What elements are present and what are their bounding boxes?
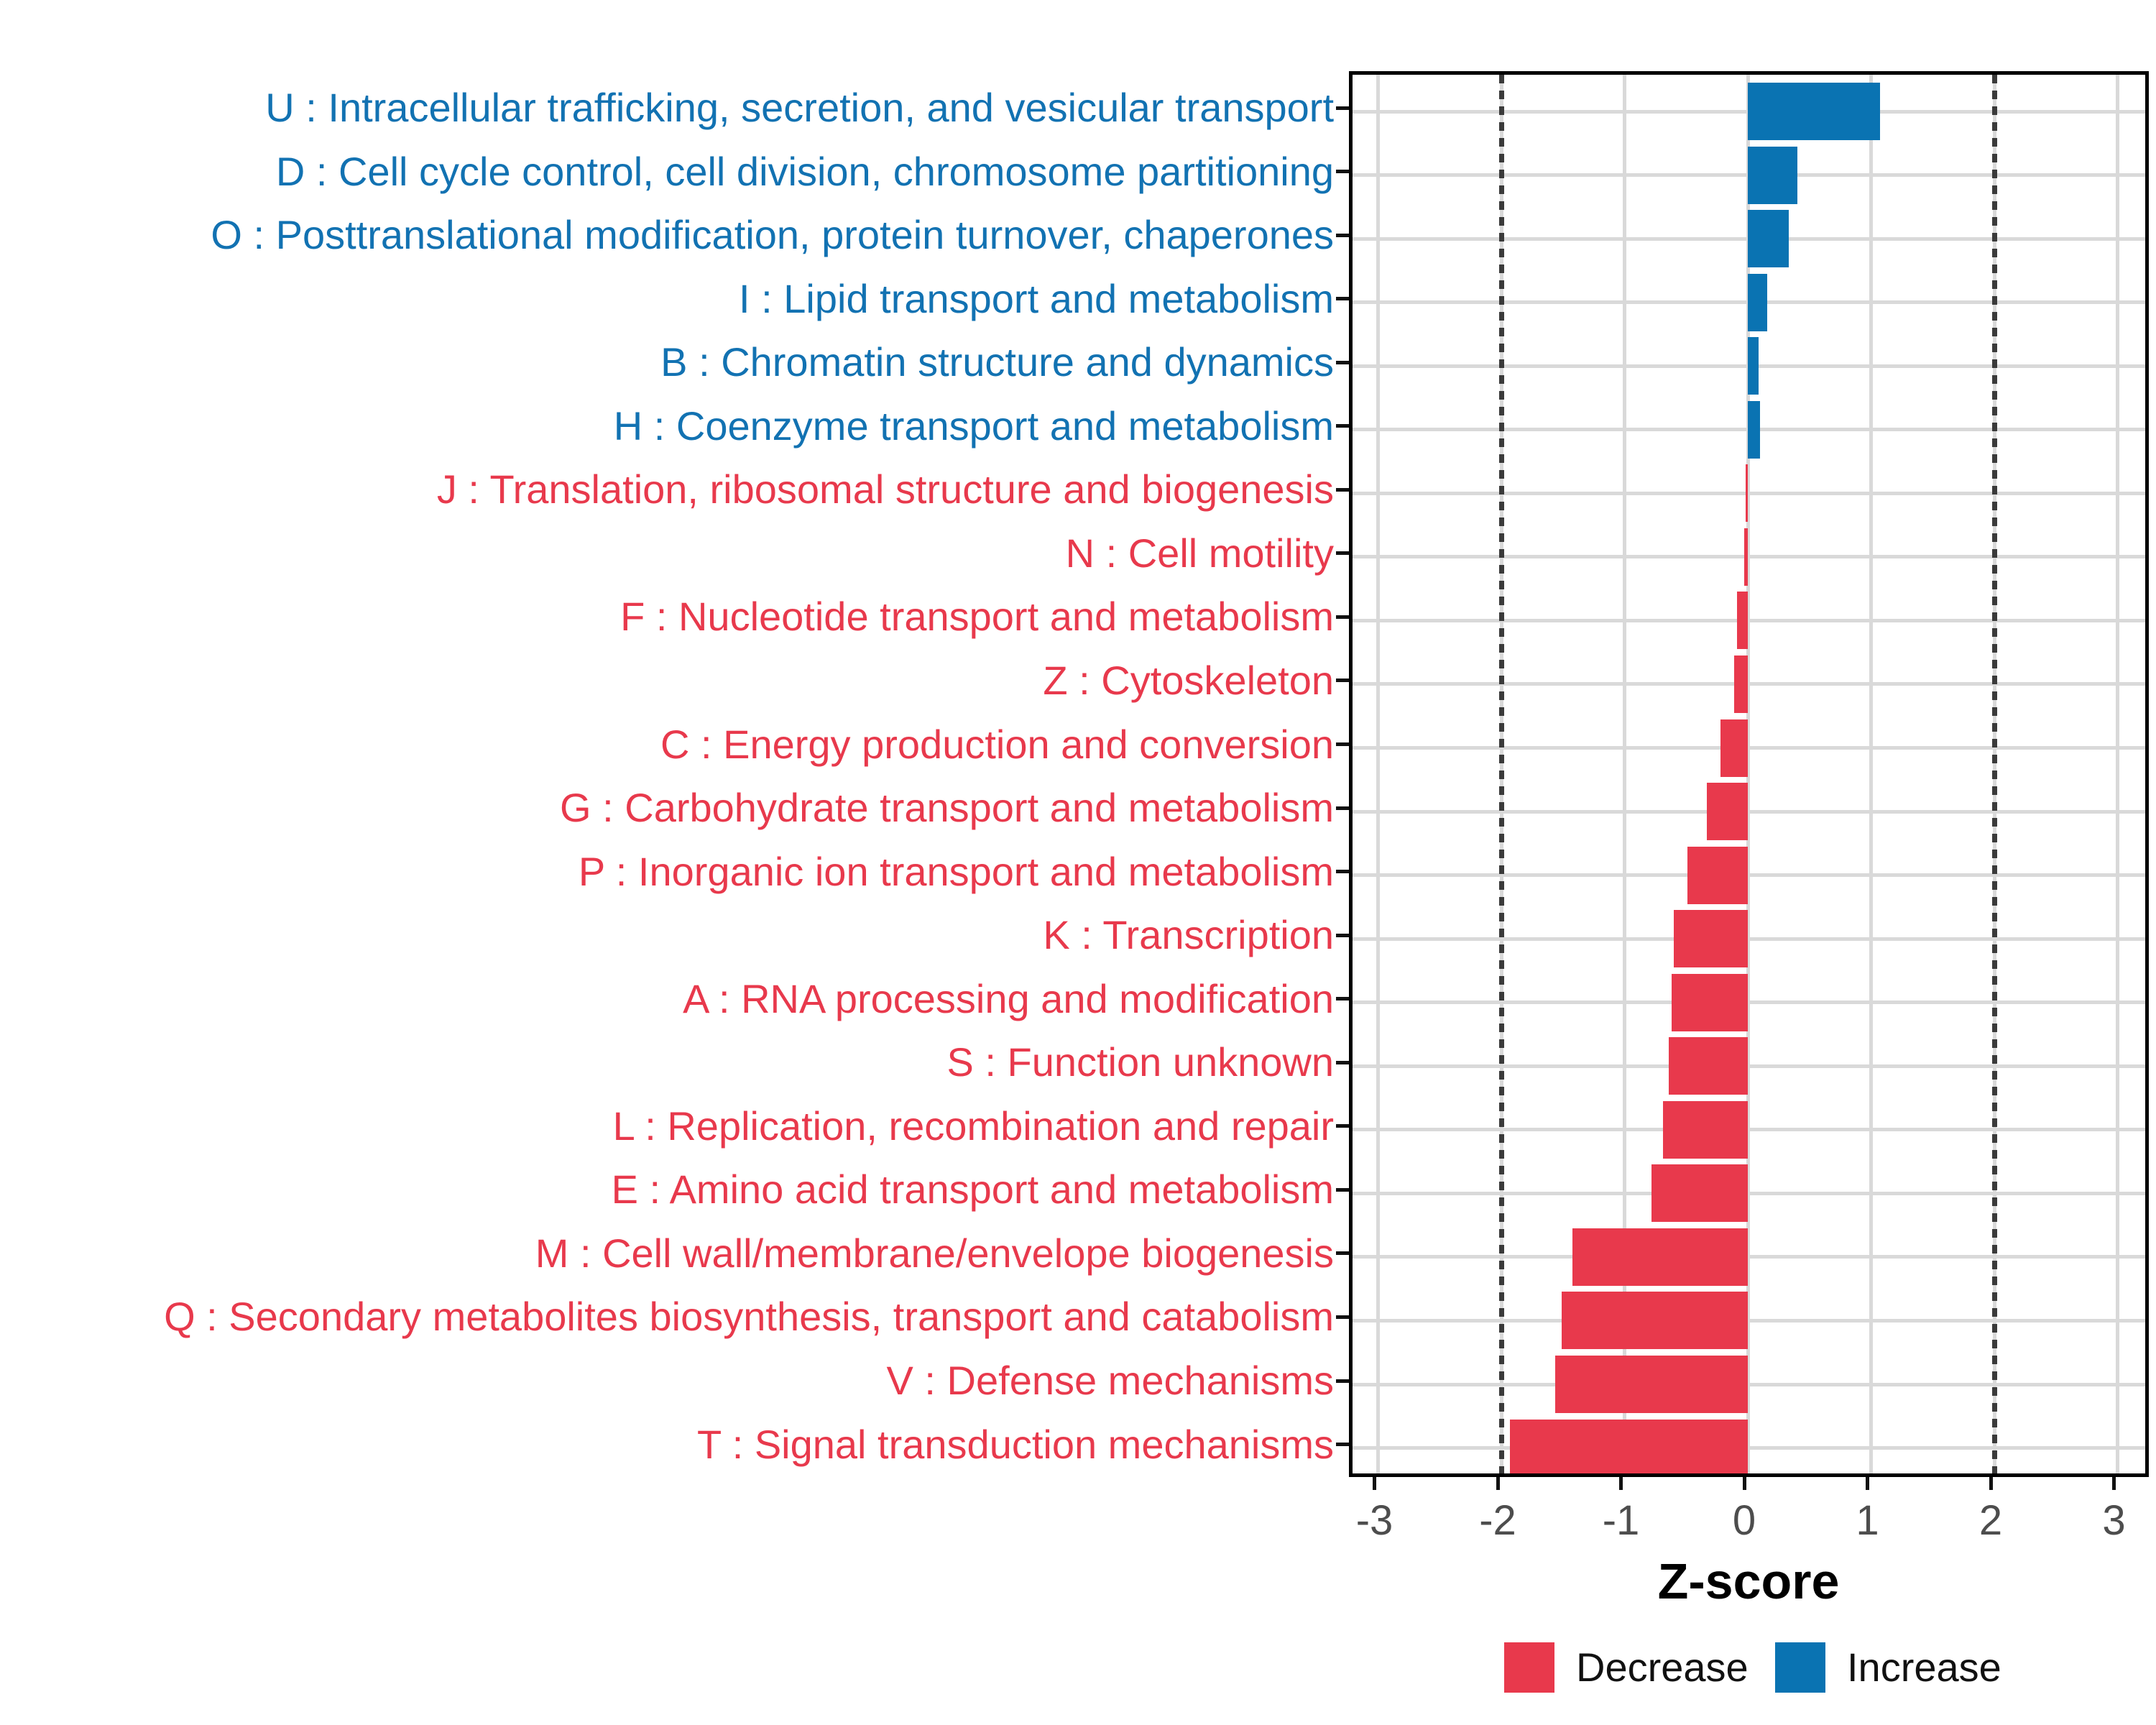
x-tick-label: 0 [1732,1497,1756,1544]
category-label: F : Nucleotide transport and metabolism [620,594,1334,640]
legend-swatch-decrease [1504,1642,1554,1693]
category-label: D : Cell cycle control, cell division, c… [275,148,1334,194]
category-label: Z : Cytoskeleton [1043,657,1334,703]
bar [1736,592,1748,650]
y-axis-tick [1336,870,1349,874]
reference-line [1991,75,1997,1473]
x-axis-tick [2112,1477,2116,1490]
y-axis-tick [1336,1379,1349,1383]
category-label: C : Energy production and conversion [660,721,1334,767]
x-tick-label: 2 [1978,1497,2003,1544]
x-axis-tick [1373,1477,1376,1490]
y-axis-tick [1336,297,1349,301]
category-label: U : Intracellular trafficking, secretion… [265,85,1334,130]
y-axis-tick [1336,615,1349,619]
x-tick-label: -3 [1355,1497,1393,1544]
category-label: V : Defense mechanisms [886,1358,1334,1403]
bar [1748,146,1797,204]
bar [1674,910,1748,968]
gridline-vertical [1376,75,1380,1473]
x-axis-tick [1742,1477,1746,1490]
bar [1734,655,1748,713]
bar [1745,464,1748,523]
gridline-vertical [2116,75,2119,1473]
category-label: B : Chromatin structure and dynamics [660,339,1334,385]
category-label: I : Lipid transport and metabolism [739,275,1334,321]
legend-swatch-increase [1775,1642,1825,1693]
plot-panel [1349,71,2149,1477]
category-label: N : Cell motility [1065,530,1334,576]
y-axis-tick [1336,678,1349,683]
y-axis-tick [1336,1124,1349,1128]
y-axis-tick [1336,997,1349,1001]
y-axis-tick [1336,360,1349,364]
bar [1662,1100,1748,1159]
bar [1707,783,1748,841]
gridline-vertical [1746,75,1750,1473]
legend-label-increase: Increase [1847,1644,2001,1690]
x-axis-tick [1866,1477,1869,1490]
category-label: S : Function unknown [946,1039,1334,1085]
bar [1510,1419,1748,1473]
y-axis-tick [1336,806,1349,810]
category-label: L : Replication, recombination and repai… [612,1103,1334,1149]
bar [1720,719,1748,777]
bar [1572,1228,1748,1286]
x-axis-tick [1619,1477,1623,1490]
bar [1743,528,1748,586]
y-axis-tick [1336,1443,1349,1447]
bar [1651,1164,1748,1223]
x-tick-label: 1 [1856,1497,1879,1544]
y-axis-tick [1336,170,1349,174]
y-axis-tick [1336,233,1349,237]
category-label: Q : Secondary metabolites biosynthesis, … [164,1294,1334,1340]
category-label: G : Carbohydrate transport and metabolis… [560,785,1334,831]
x-axis-title: Z-score [1657,1553,1840,1609]
x-tick-label: -2 [1479,1497,1516,1544]
bar [1555,1356,1748,1413]
category-label: O : Posttranslational modification, prot… [211,212,1334,258]
y-axis-tick [1336,487,1349,492]
y-axis-tick [1336,1187,1349,1192]
bar [1748,273,1768,331]
x-axis-tick [1989,1477,1993,1490]
y-axis-tick [1336,933,1349,937]
bar [1748,83,1880,140]
y-axis-tick [1336,424,1349,428]
bar [1748,400,1761,459]
y-axis-tick [1336,1060,1349,1064]
bar [1671,973,1748,1031]
bar [1748,337,1759,395]
y-axis-tick [1336,1251,1349,1256]
category-label: T : Signal transduction mechanisms [696,1421,1334,1467]
category-label: J : Translation, ribosomal structure and… [436,466,1334,512]
gridline-vertical [1623,75,1626,1473]
bar [1687,846,1748,904]
gridline-vertical [1869,75,1873,1473]
bar [1669,1037,1748,1095]
reference-line [1498,75,1504,1473]
category-label: E : Amino acid transport and metabolism [611,1167,1334,1213]
bar [1562,1292,1748,1350]
category-label: A : RNA processing and modification [683,975,1334,1021]
bar [1748,210,1789,268]
category-label: K : Transcription [1043,912,1334,958]
x-tick-label: -1 [1602,1497,1640,1544]
y-axis-tick [1336,106,1349,110]
y-axis-tick [1336,1315,1349,1319]
y-axis-tick [1336,742,1349,746]
category-label: H : Coenzyme transport and metabolism [613,402,1334,448]
x-tick-label: 3 [2102,1497,2126,1544]
y-axis-tick [1336,551,1349,556]
x-axis-tick [1496,1477,1500,1490]
legend-label-decrease: Decrease [1576,1644,1749,1690]
category-label: P : Inorganic ion transport and metaboli… [578,848,1334,894]
category-label: M : Cell wall/membrane/envelope biogenes… [535,1230,1334,1276]
